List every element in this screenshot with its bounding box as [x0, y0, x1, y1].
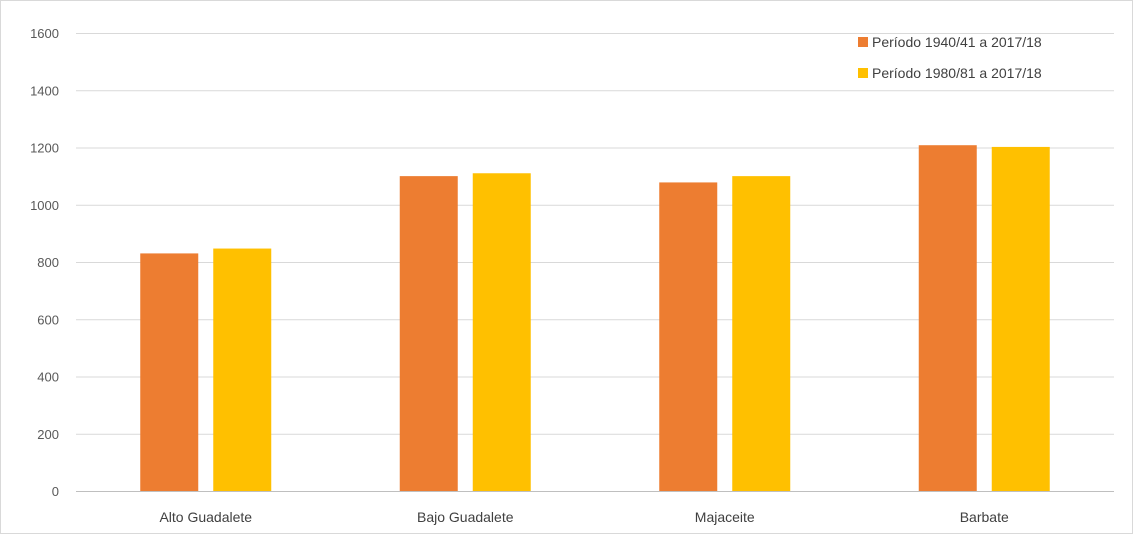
bar-series-1-alto-guadalete: [213, 248, 272, 491]
y-tick-label: 600: [37, 312, 59, 327]
bar-series-0-alto-guadalete: [140, 253, 199, 491]
legend: Período 1940/41 a 2017/18 Período 1980/81…: [858, 34, 1042, 81]
bar-series-0-barbate: [918, 145, 977, 491]
bar-series-1-majaceite: [732, 176, 791, 491]
y-tick-label: 1000: [30, 198, 59, 213]
y-tick-label: 400: [37, 370, 59, 385]
y-tick-label: 1400: [30, 83, 59, 98]
x-axis-ticks: Alto Guadalete Bajo Guadalete Majaceite Bar…: [159, 509, 1009, 525]
legend-swatch: [858, 37, 868, 47]
bar-series-0-majaceite: [659, 182, 718, 492]
y-tick-label: 200: [37, 427, 59, 442]
y-tick-label: 1200: [30, 141, 59, 156]
legend-label: Período 1940/41 a 2017/18: [872, 34, 1042, 50]
bar-series-0-bajo-guadalete: [399, 176, 458, 491]
legend-label: Período 1980/81 a 2017/18: [872, 65, 1042, 81]
bar-series-1-bajo-guadalete: [472, 173, 531, 491]
x-tick-label: Barbate: [960, 509, 1009, 525]
y-tick-label: 0: [52, 484, 59, 499]
x-tick-label: Majaceite: [695, 509, 755, 525]
bars: [140, 145, 1050, 492]
y-axis-ticks: 0 200 400 600 800 1000 1200 1400 1600: [30, 26, 59, 499]
bar-series-1-barbate: [991, 146, 1050, 492]
x-tick-label: Alto Guadalete: [159, 509, 252, 525]
legend-swatch: [858, 68, 868, 78]
y-tick-label: 1600: [30, 26, 59, 41]
y-tick-label: 800: [37, 255, 59, 270]
x-tick-label: Bajo Guadalete: [417, 509, 514, 525]
